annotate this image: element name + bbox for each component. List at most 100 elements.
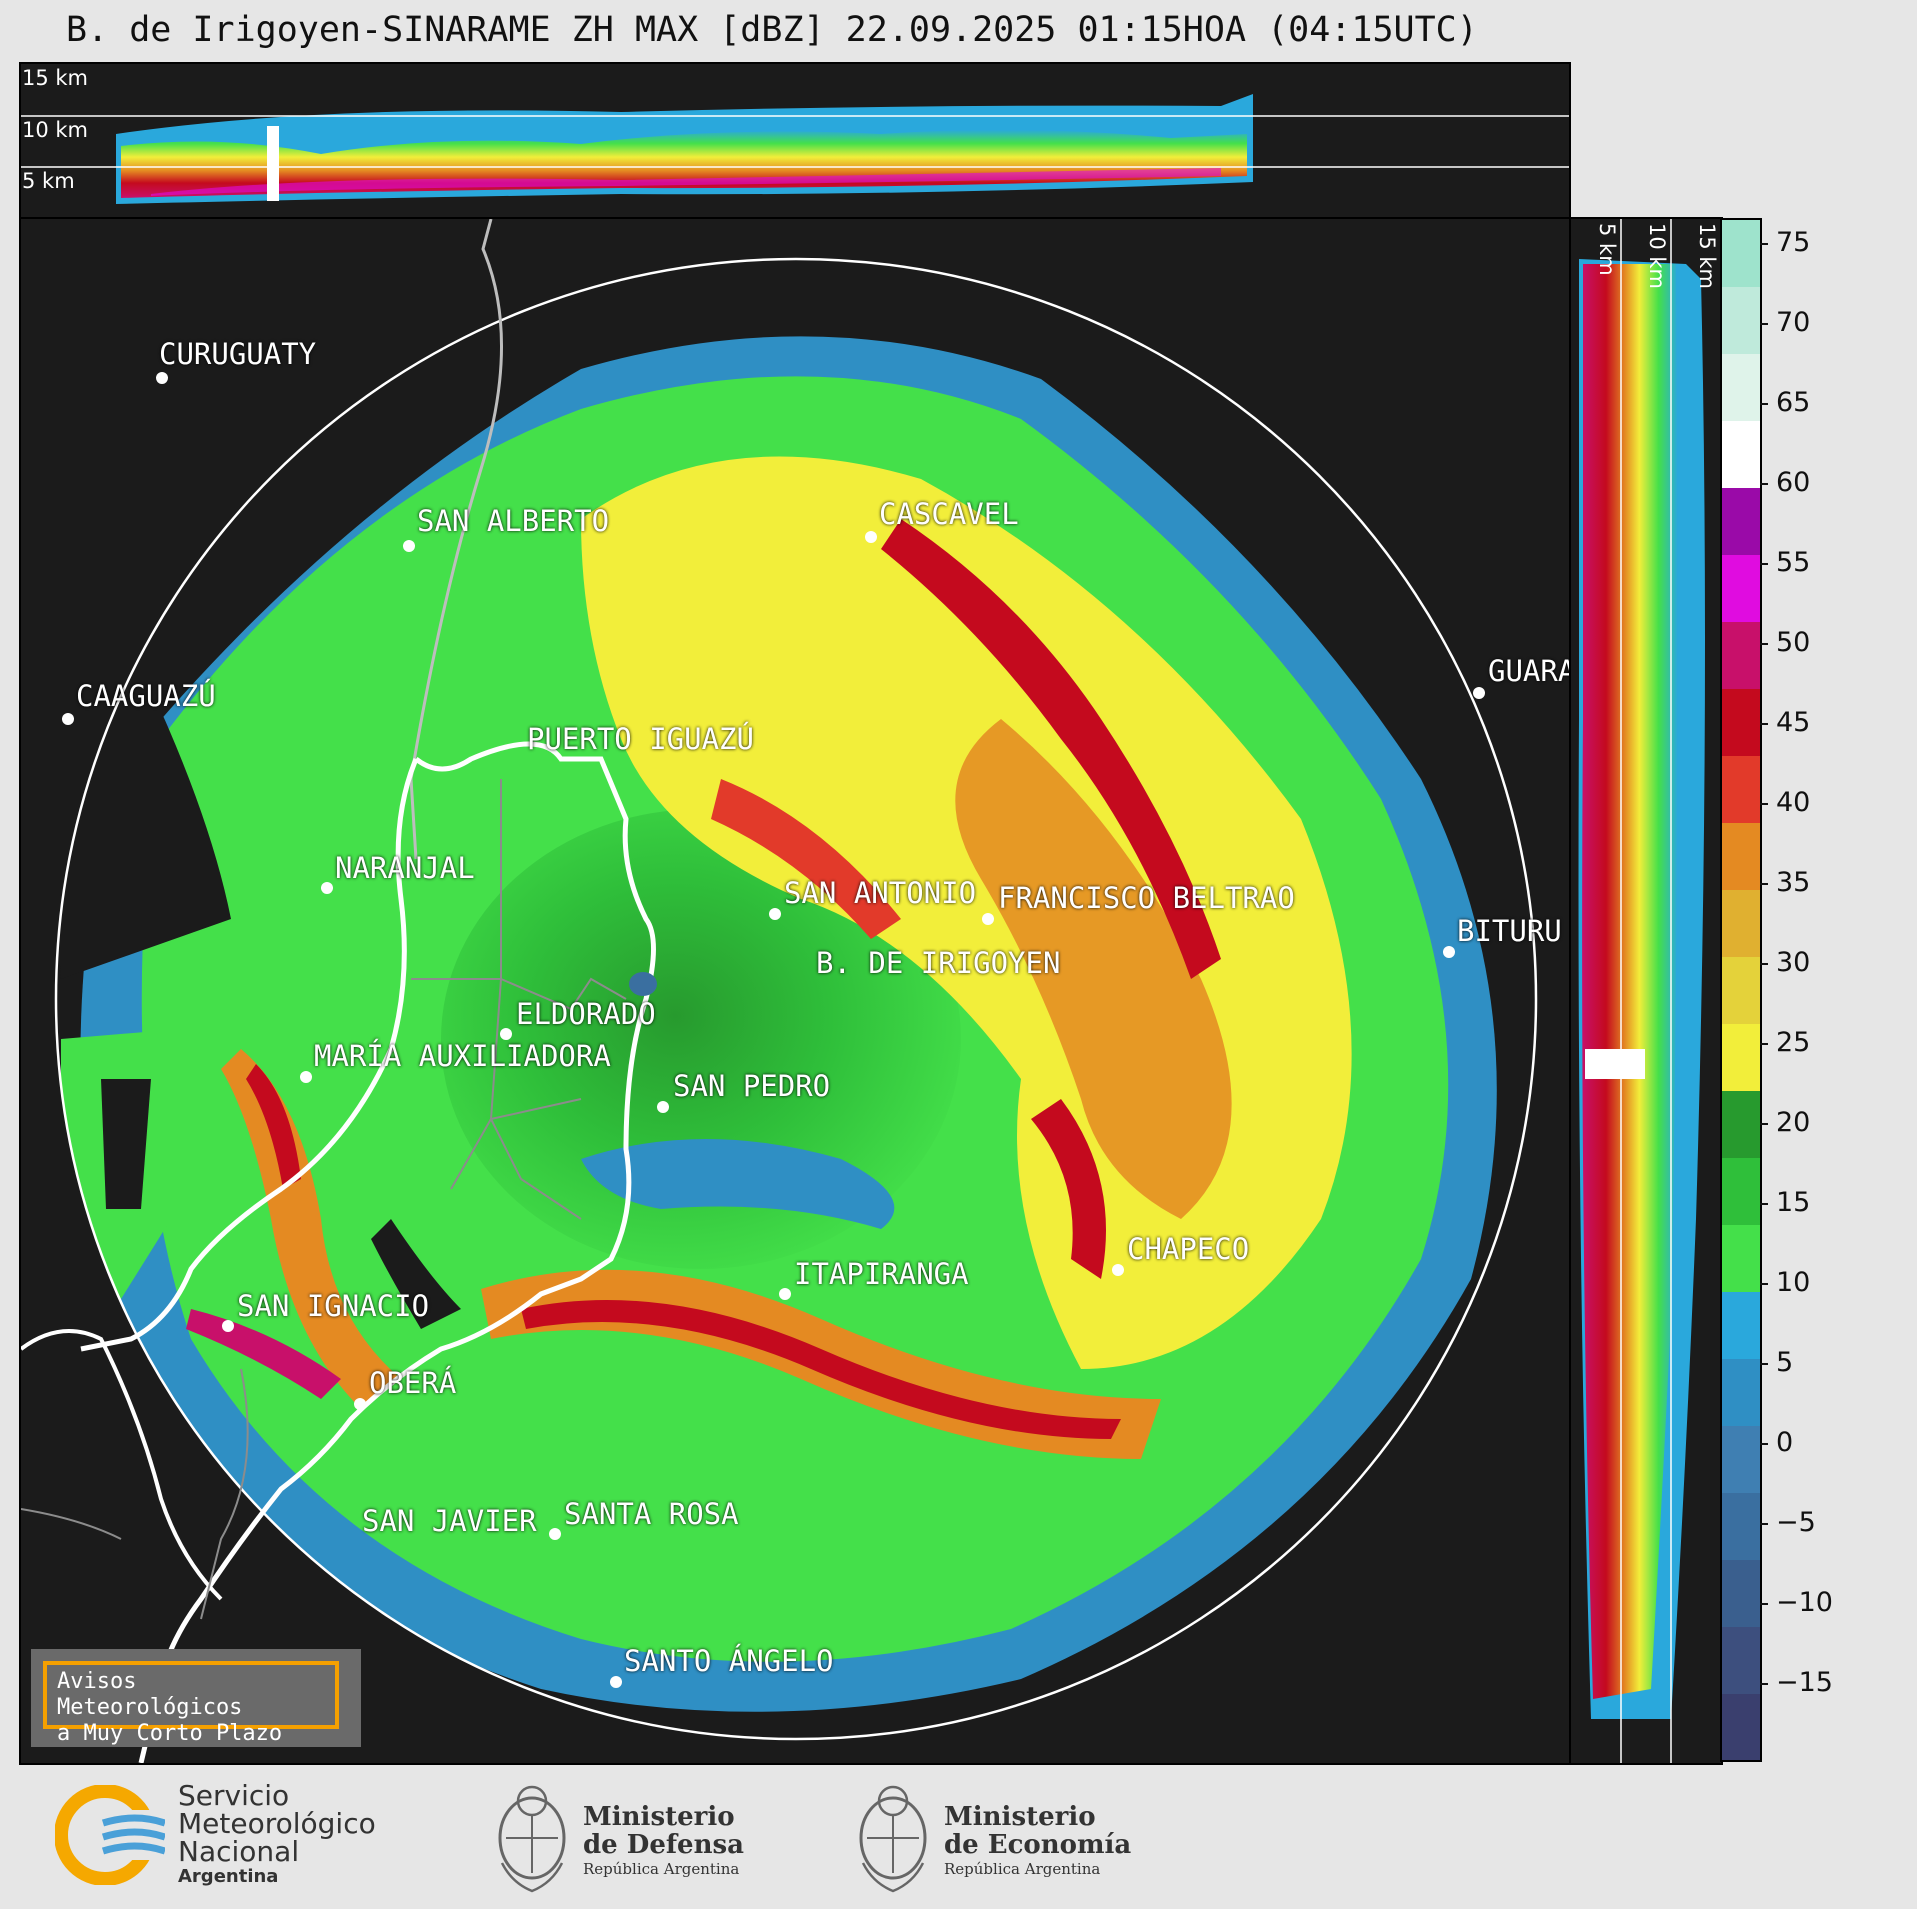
smn-line-2: Meteorológico: [178, 1807, 376, 1840]
city-label-caaguazu: CAAGUAZÚ: [76, 679, 216, 713]
colorbar-tick-mark: [1760, 1603, 1768, 1605]
radar-reflectivity-map: [21, 219, 1538, 1763]
colorbar-segment: [1722, 353, 1760, 422]
colorbar-tick-label: 0: [1776, 1427, 1794, 1458]
colorbar-tick-label: 40: [1776, 787, 1811, 818]
colorbar-tick-label: 30: [1776, 947, 1811, 978]
warning-line-1: Avisos Meteorológicos: [57, 1669, 243, 1720]
colorbar-tick-mark: [1760, 1283, 1768, 1285]
city-label-san-alberto: SAN ALBERTO: [417, 504, 610, 538]
colorbar-tick-label: 10: [1776, 1267, 1811, 1298]
colorbar-tick-label: 70: [1776, 307, 1811, 338]
city-label-maria-auxiliadora: MARÍA AUXILIADORA: [314, 1039, 611, 1073]
colorbar-segment: [1722, 755, 1760, 824]
colorbar-tick-label: 20: [1776, 1107, 1811, 1138]
top-height-label-10: 10 km: [22, 118, 89, 142]
colorbar-segment: [1722, 1090, 1760, 1158]
city-label-chapeco: CHAPECO: [1127, 1232, 1250, 1266]
colorbar-segment: [1722, 956, 1760, 1024]
top-height-label-15: 15 km: [22, 66, 89, 90]
warning-box: Avisos Meteorológicos a Muy Corto Plazo: [31, 1649, 361, 1747]
colorbar-tick-mark: [1760, 963, 1768, 965]
radar-map-panel: CURUGUATY SAN ALBERTO CASCAVEL CAAGUAZÚ …: [19, 217, 1571, 1765]
page-title: B. de Irigoyen-SINARAME ZH MAX [dBZ] 22.…: [66, 10, 1478, 50]
city-label-naranjal: NARANJAL: [335, 851, 475, 885]
colorbar-segment: [1722, 1023, 1760, 1091]
colorbar-segment: [1722, 688, 1760, 757]
city-label-itapiranga: ITAPIRANGA: [794, 1257, 969, 1291]
defensa-line-3: República Argentina: [583, 1860, 740, 1878]
colorbar-tick-label: 5: [1776, 1347, 1794, 1378]
city-label-santa-rosa: SANTA ROSA: [564, 1497, 739, 1531]
colorbar-tick-mark: [1760, 563, 1768, 565]
colorbar-segment: [1722, 220, 1760, 288]
ministerio-defensa: Ministerio de Defensa República Argentin…: [583, 1803, 744, 1879]
colorbar-segment: [1722, 1224, 1760, 1292]
colorbar-segment: [1722, 1693, 1760, 1761]
smn-line-4: Argentina: [178, 1866, 279, 1887]
city-label-san-antonio: SAN ANTONIO: [784, 876, 977, 910]
colorbar-tick-mark: [1760, 323, 1768, 325]
city-label-francisco-beltrao: FRANCISCO BELTRAO: [998, 881, 1295, 915]
colorbar-segment: [1722, 554, 1760, 623]
economia-line-3: República Argentina: [944, 1860, 1101, 1878]
colorbar-tick-mark: [1760, 803, 1768, 805]
colorbar-tick-mark: [1760, 643, 1768, 645]
colorbar-segment: [1722, 1626, 1760, 1694]
colorbar-tick-label: 75: [1776, 227, 1811, 258]
colorbar-tick-mark: [1760, 1683, 1768, 1685]
colorbar-segment: [1722, 1157, 1760, 1225]
economia-line-2: de Economía: [944, 1830, 1132, 1860]
colorbar-segment: [1722, 1358, 1760, 1426]
colorbar-tick-label: 55: [1776, 547, 1811, 578]
city-label-san-ignacio: SAN IGNACIO: [237, 1289, 430, 1323]
warning-label: Avisos Meteorológicos a Muy Corto Plazo: [43, 1661, 339, 1746]
top-height-label-5: 5 km: [22, 169, 75, 193]
colorbar-segment: [1722, 1291, 1760, 1359]
colorbar-tick-label: 50: [1776, 627, 1811, 658]
smn-line-3: Nacional: [178, 1835, 300, 1868]
colorbar-tick-mark: [1760, 243, 1768, 245]
colorbar-segment: [1722, 1559, 1760, 1627]
colorbar-tick-mark: [1760, 1443, 1768, 1445]
colorbar-segment: [1722, 286, 1760, 355]
top-cross-section-image: [21, 94, 1569, 204]
colorbar-tick-mark: [1760, 1203, 1768, 1205]
smn-name: Servicio Meteorológico Nacional Argentin…: [178, 1782, 376, 1888]
city-label-curuguaty: CURUGUATY: [159, 337, 317, 371]
colorbar-segment: [1722, 889, 1760, 958]
colorbar-tick-mark: [1760, 1363, 1768, 1365]
city-label-obera: OBERÁ: [369, 1366, 457, 1400]
city-label-santo-angelo: SANTO ÁNGELO: [624, 1644, 834, 1678]
city-label-b-de-irigoyen: B. DE IRIGOYEN: [816, 946, 1061, 980]
city-label-puerto-iguazu: PUERTO IGUAZÚ: [527, 722, 754, 756]
colorbar-tick-mark: [1760, 883, 1768, 885]
colorbar-tick-mark: [1760, 723, 1768, 725]
right-height-label-10: 10 km: [1645, 223, 1669, 290]
city-label-san-javier: SAN JAVIER: [362, 1504, 537, 1538]
colorbar-segment: [1722, 621, 1760, 690]
right-cross-section-panel: 5 km 10 km 15 km: [1569, 217, 1723, 1765]
top-cross-section-panel: 15 km 10 km 5 km: [19, 62, 1571, 219]
colorbar-segment: [1722, 420, 1760, 489]
national-coat-of-arms-icon: [859, 1785, 927, 1893]
colorbar-tick-label: 65: [1776, 387, 1811, 418]
colorbar-tick-label: 15: [1776, 1187, 1811, 1218]
colorbar-tick-mark: [1760, 1043, 1768, 1045]
economia-line-1: Ministerio: [944, 1802, 1096, 1832]
warning-line-2: a Muy Corto Plazo: [57, 1721, 283, 1746]
colorbar-tick-label: 60: [1776, 467, 1811, 498]
colorbar-tick-mark: [1760, 483, 1768, 485]
right-height-label-15: 15 km: [1695, 223, 1719, 290]
colorbar-segment: [1722, 1492, 1760, 1560]
colorbar-tick-label: 25: [1776, 1027, 1811, 1058]
ministerio-economia: Ministerio de Economía República Argenti…: [944, 1803, 1131, 1879]
colorbar-segment: [1722, 1425, 1760, 1493]
right-height-label-5: 5 km: [1595, 223, 1619, 276]
colorbar-tick-mark: [1760, 1523, 1768, 1525]
defensa-line-1: Ministerio: [583, 1802, 735, 1832]
smn-line-1: Servicio: [178, 1779, 290, 1812]
city-label-guara: GUARA: [1488, 654, 1571, 688]
colorbar-segment: [1722, 822, 1760, 891]
right-cross-section-image: [1578, 219, 1705, 1763]
